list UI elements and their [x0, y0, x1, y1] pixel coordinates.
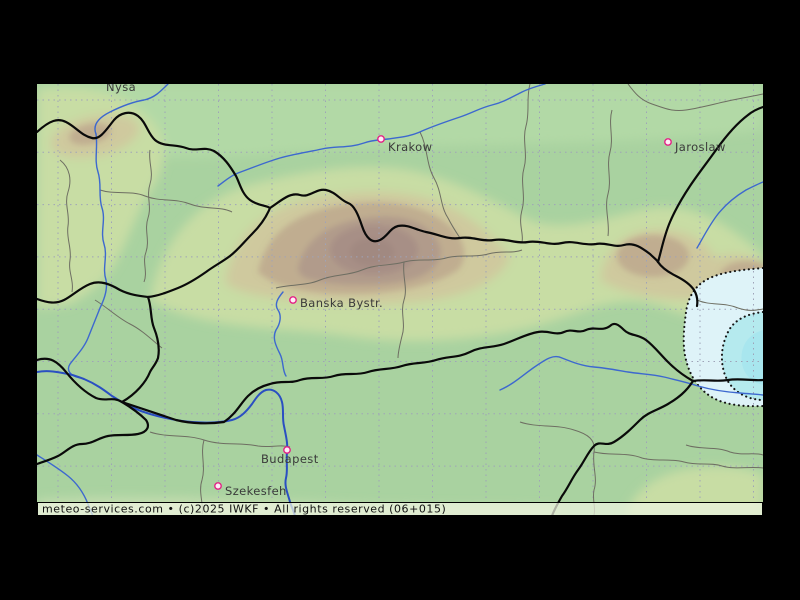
grid-layer [37, 84, 763, 502]
border-at-hu [37, 357, 149, 466]
river-odra [94, 84, 169, 135]
city-label: Banska Bystr. [300, 296, 383, 310]
river-san [696, 181, 763, 249]
river-vistula [217, 84, 546, 187]
border-cz-at [37, 281, 150, 304]
border-at-sk [120, 295, 160, 404]
border-hu-ua [691, 378, 763, 383]
city-label: Krakow [388, 140, 432, 154]
footer-text: meteo-services.com • (c)2025 IWKF • All … [42, 503, 446, 516]
border-pl-ua [656, 105, 763, 264]
city-label: Jaroslaw [674, 140, 726, 154]
river-tisza [499, 355, 763, 396]
border-cz-sk [146, 206, 272, 299]
region-borders [59, 84, 763, 516]
border-pl-sk [268, 188, 660, 264]
city-marker-icon [664, 138, 672, 146]
rivers-layer [37, 84, 763, 516]
city-marker-icon [377, 135, 385, 143]
city-marker-icon [289, 296, 297, 304]
river-danube [37, 370, 296, 516]
country-borders [37, 105, 763, 516]
city-label: Szekesfeh [225, 484, 287, 498]
river-hron [273, 291, 287, 377]
city-marker-icon [214, 482, 222, 490]
city-label: Nysa [106, 84, 136, 94]
border-hu-ro [550, 379, 695, 516]
river-morava [67, 133, 108, 379]
border-sk-ua [656, 260, 699, 308]
border-cz-pl [37, 111, 272, 210]
cities-layer: Nysa Krakow Jaroslaw Banska Bystr. Budap… [106, 84, 726, 498]
cold-area-outline [682, 266, 763, 408]
footer-bar: meteo-services.com • (c)2025 IWKF • All … [37, 502, 763, 516]
map-canvas: meteo-services.com • (c)2025 IWKF • All … [37, 84, 763, 516]
city-marker-icon [283, 446, 291, 454]
city-label: Budapest [261, 452, 319, 466]
border-sk-hu [120, 322, 695, 425]
